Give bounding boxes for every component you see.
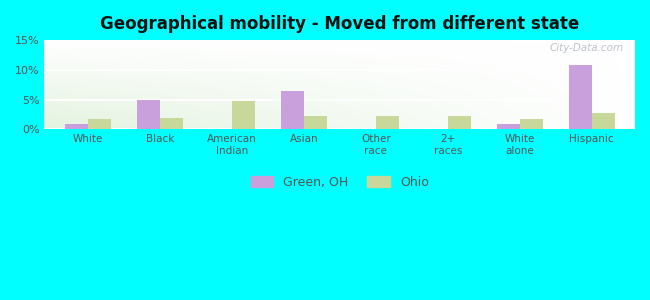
Bar — [448, 116, 471, 130]
Bar — [64, 124, 88, 130]
Bar — [88, 119, 110, 130]
Bar — [569, 64, 592, 130]
Bar — [231, 101, 255, 130]
Title: Geographical mobility - Moved from different state: Geographical mobility - Moved from diffe… — [100, 15, 579, 33]
Text: City-Data.com: City-Data.com — [549, 43, 623, 53]
Bar — [136, 100, 160, 130]
Bar — [520, 119, 543, 130]
Bar — [304, 116, 327, 130]
Bar — [592, 113, 615, 130]
Bar — [281, 91, 304, 130]
Bar — [376, 116, 399, 130]
Legend: Green, OH, Ohio: Green, OH, Ohio — [244, 170, 435, 195]
Bar — [497, 124, 520, 130]
Bar — [160, 118, 183, 130]
